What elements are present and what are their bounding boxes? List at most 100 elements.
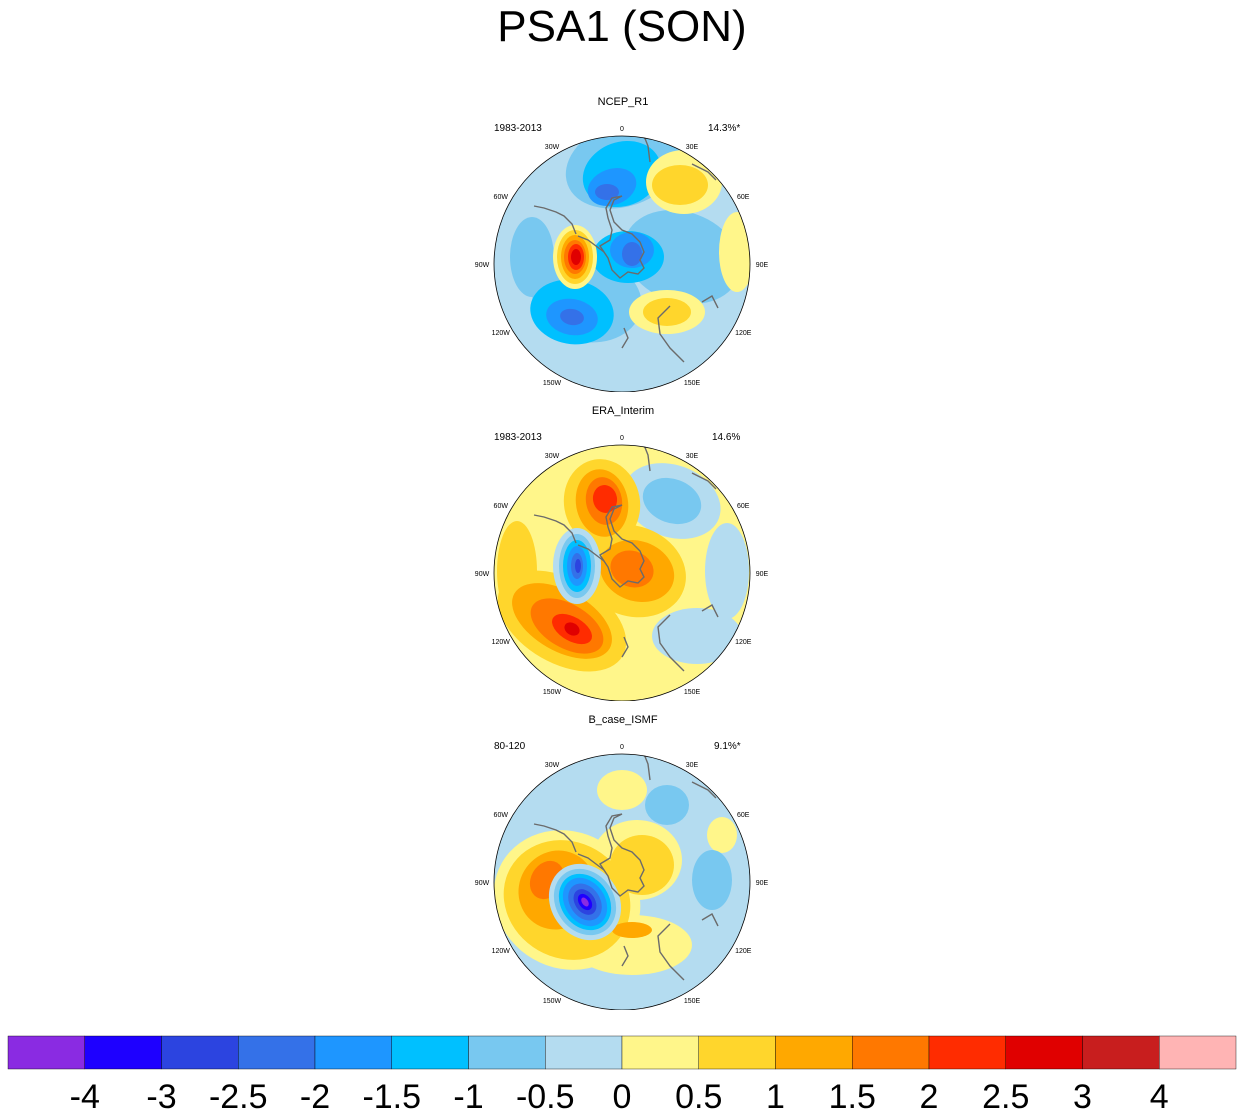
panel-title: B_case_ISMF bbox=[588, 714, 658, 726]
colorbar-tick-label: -3 bbox=[146, 1078, 176, 1116]
map-border bbox=[493, 135, 751, 392]
longitude-label: 90E bbox=[756, 880, 769, 887]
coastline bbox=[533, 205, 577, 235]
colorbar-box bbox=[545, 1035, 623, 1070]
contour-fill bbox=[692, 850, 732, 910]
coastline bbox=[599, 813, 645, 897]
longitude-label: 30W bbox=[545, 453, 560, 460]
longitude-label: 60W bbox=[494, 194, 509, 201]
colorbar-tick-label: 0 bbox=[613, 1078, 632, 1116]
contour-fill bbox=[595, 184, 619, 200]
coastline bbox=[701, 604, 719, 618]
contour-fill bbox=[597, 770, 647, 810]
coastline bbox=[701, 913, 719, 927]
colorbar-box bbox=[1159, 1035, 1237, 1070]
longitude-label: 150W bbox=[543, 689, 562, 696]
coastline bbox=[691, 472, 717, 490]
coastline bbox=[533, 514, 577, 544]
colorbar-tick-label: 0.5 bbox=[675, 1078, 722, 1116]
longitude-label: 0 bbox=[620, 744, 624, 751]
panel-variance: 14.6% bbox=[712, 432, 741, 443]
coastline bbox=[643, 136, 651, 163]
colorbar-box bbox=[238, 1035, 316, 1070]
longitude-label: 30W bbox=[545, 762, 560, 769]
contour-fill bbox=[571, 249, 581, 265]
contour-fill bbox=[622, 242, 642, 266]
coastline bbox=[577, 235, 605, 253]
longitude-label: 60W bbox=[494, 812, 509, 819]
colorbar-box bbox=[1082, 1035, 1160, 1070]
map-border bbox=[493, 753, 751, 1010]
longitude-label: 120E bbox=[735, 948, 752, 955]
colorbar-box bbox=[314, 1035, 392, 1070]
contour-fill bbox=[705, 523, 749, 619]
colorbar-tick-label: 2.5 bbox=[982, 1078, 1029, 1116]
longitude-label: 90W bbox=[475, 880, 490, 887]
colorbar-box bbox=[391, 1035, 469, 1070]
coastline bbox=[599, 504, 645, 588]
coastline bbox=[691, 163, 717, 181]
panel-variance: 9.1%* bbox=[714, 741, 741, 752]
colorbar-box bbox=[621, 1035, 699, 1070]
longitude-label: 30E bbox=[686, 762, 699, 769]
colorbar-tick-label: 2 bbox=[920, 1078, 939, 1116]
longitude-label: 90E bbox=[756, 262, 769, 269]
colorbar-box bbox=[84, 1035, 162, 1070]
contour-fill bbox=[642, 477, 702, 525]
longitude-label: 90E bbox=[756, 571, 769, 578]
colorbar-box bbox=[928, 1035, 1006, 1070]
contour-fill bbox=[560, 308, 584, 326]
longitude-label: 150W bbox=[543, 998, 562, 1005]
polar-map-bcase: 030E60E90E120E150E180150W120W90W60W30W bbox=[475, 744, 769, 1010]
map-border bbox=[493, 444, 751, 701]
coastline bbox=[657, 614, 685, 672]
longitude-label: 150E bbox=[684, 380, 701, 387]
longitude-label: 150E bbox=[684, 689, 701, 696]
panel-period: 1983-2013 bbox=[494, 123, 542, 134]
longitude-label: 90W bbox=[475, 262, 490, 269]
longitude-label: 60E bbox=[737, 194, 750, 201]
colorbar-tick-label: -1 bbox=[453, 1078, 483, 1116]
coastline bbox=[577, 853, 605, 871]
panel-period: 80-120 bbox=[494, 741, 526, 752]
contour-fill bbox=[707, 817, 737, 853]
coastline bbox=[643, 445, 651, 472]
coastline bbox=[577, 544, 605, 562]
coastline bbox=[599, 195, 645, 279]
panel-title: NCEP_R1 bbox=[597, 96, 649, 108]
coastline bbox=[621, 327, 629, 349]
figure-title: PSA1 (SON) bbox=[497, 2, 747, 51]
longitude-label: 150E bbox=[684, 998, 701, 1005]
contour-fill bbox=[612, 922, 652, 938]
longitude-label: 90W bbox=[475, 571, 490, 578]
colorbar-box bbox=[852, 1035, 930, 1070]
contour-fill bbox=[581, 897, 589, 907]
longitude-label: 0 bbox=[620, 435, 624, 442]
colorbar-tick-label: -2 bbox=[300, 1078, 330, 1116]
colorbar-tick-label: 1 bbox=[766, 1078, 785, 1116]
contour-fill bbox=[592, 485, 618, 513]
longitude-label: 150W bbox=[543, 380, 562, 387]
longitude-label: 60E bbox=[737, 503, 750, 510]
colorbar-tick-label: -1.5 bbox=[362, 1078, 421, 1116]
coastline bbox=[657, 923, 685, 981]
contour-fill bbox=[575, 559, 581, 573]
colorbar-box bbox=[161, 1035, 239, 1070]
longitude-label: 30E bbox=[686, 453, 699, 460]
coastline bbox=[621, 945, 629, 967]
contour-fill bbox=[652, 608, 742, 664]
contour-fill bbox=[623, 209, 741, 305]
colorbar-box bbox=[698, 1035, 776, 1070]
colorbar-tick-label: 3 bbox=[1073, 1078, 1092, 1116]
colorbar: -4 -3 -2.5 -2 -1.5 -1 -0.5 0 0.5 1 1.5 2 2.5 3 4 bbox=[7, 1035, 1237, 1116]
colorbar-box bbox=[775, 1035, 853, 1070]
longitude-label: 0 bbox=[620, 126, 624, 133]
coastline bbox=[533, 823, 577, 853]
colorbar-tick-label: -0.5 bbox=[516, 1078, 575, 1116]
contour-fill bbox=[643, 298, 691, 326]
polar-map-era: 030E60E90E120E150E180150W120W90W60W30W bbox=[475, 435, 769, 701]
colorbar-box bbox=[468, 1035, 546, 1070]
longitude-label: 30W bbox=[545, 144, 560, 151]
contour-fill bbox=[645, 785, 689, 825]
panel-period: 1983-2013 bbox=[494, 432, 542, 443]
